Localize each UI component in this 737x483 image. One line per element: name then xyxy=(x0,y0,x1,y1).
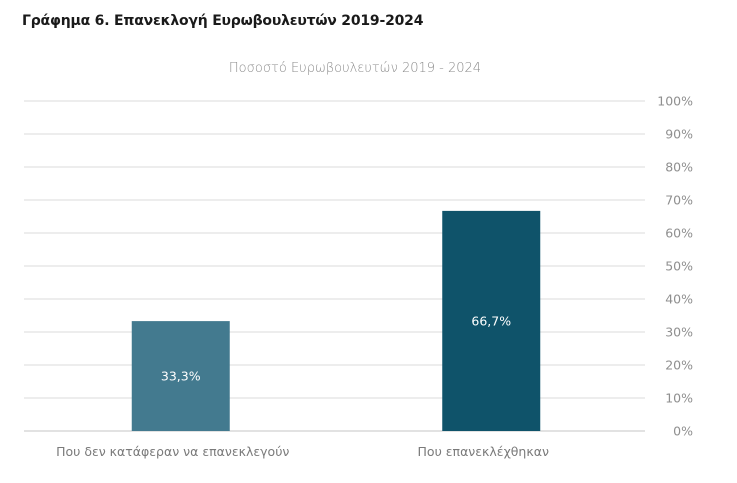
y-tick-label: 10% xyxy=(665,391,693,406)
y-tick-label: 50% xyxy=(665,259,693,274)
y-tick-label: 100% xyxy=(657,94,693,109)
y-tick-label: 0% xyxy=(673,424,693,439)
bar xyxy=(131,321,230,431)
y-tick-label: 80% xyxy=(665,160,693,175)
data-label: 33,3% xyxy=(161,369,201,384)
y-tick-label: 40% xyxy=(665,292,693,307)
y-tick-label: 90% xyxy=(665,127,693,142)
x-category-label: Που επανεκλέχθηκαν xyxy=(418,444,549,459)
y-tick-label: 60% xyxy=(665,226,693,241)
bar xyxy=(442,210,541,431)
data-label: 66,7% xyxy=(471,313,511,328)
y-tick-label: 30% xyxy=(665,325,693,340)
y-tick-label: 70% xyxy=(665,193,693,208)
y-tick-label: 20% xyxy=(665,358,693,373)
chart-title: Γράφημα 6. Επανεκλογή Ευρωβουλευτών 2019… xyxy=(22,13,424,29)
chart-subtitle: Ποσοστό Ευρωβουλευτών 2019 - 2024 xyxy=(228,61,482,76)
x-category-label: Που δεν κατάφεραν να επανεκλεγούν xyxy=(56,444,289,459)
